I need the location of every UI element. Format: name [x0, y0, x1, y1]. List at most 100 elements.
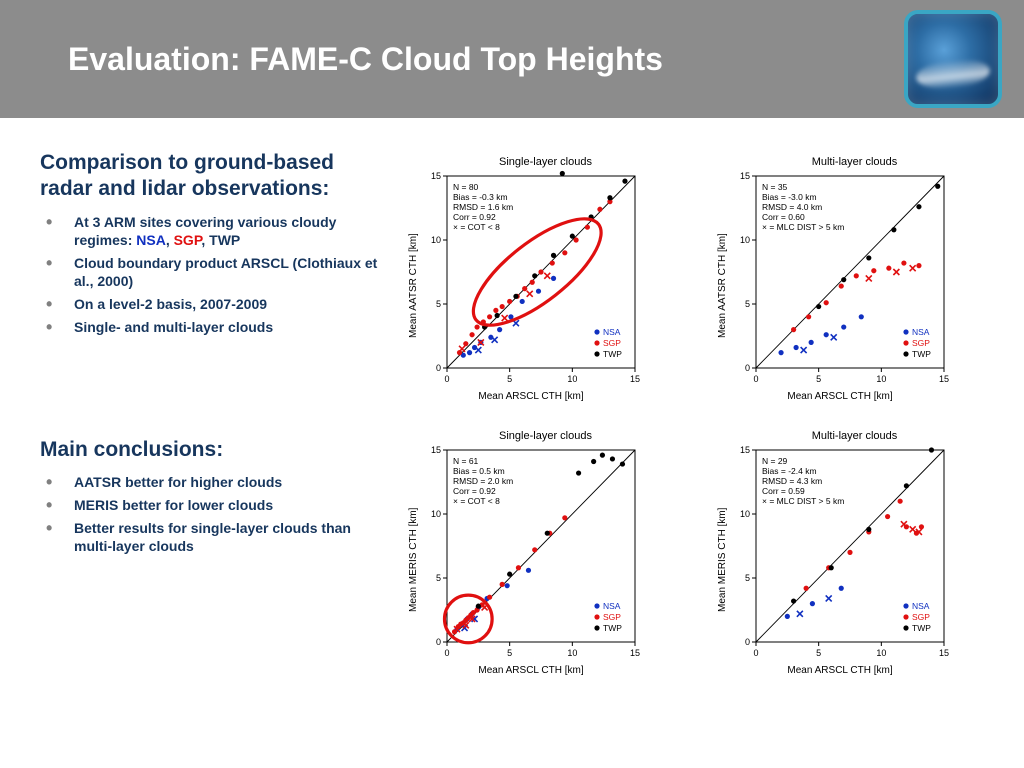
svg-text:0: 0	[745, 637, 750, 647]
svg-text:SGP: SGP	[912, 338, 930, 348]
svg-text:15: 15	[939, 648, 949, 658]
svg-text:0: 0	[436, 363, 441, 373]
svg-text:Corr = 0.59: Corr = 0.59	[762, 486, 805, 496]
svg-text:Bias = -3.0 km: Bias = -3.0 km	[762, 192, 817, 202]
svg-text:15: 15	[630, 648, 640, 658]
svg-text:Bias = -0.3 km: Bias = -0.3 km	[453, 192, 508, 202]
label-sgp: SGP	[174, 232, 202, 248]
svg-text:10: 10	[431, 235, 441, 245]
svg-text:Bias = 0.5 km: Bias = 0.5 km	[453, 466, 505, 476]
svg-text:TWP: TWP	[603, 349, 622, 359]
section2-bullets: AATSR better for higher clouds MERIS bet…	[40, 473, 390, 556]
svg-text:RMSD = 4.0 km: RMSD = 4.0 km	[762, 202, 822, 212]
svg-text:RMSD = 2.0 km: RMSD = 2.0 km	[453, 476, 513, 486]
svg-text:5: 5	[816, 648, 821, 658]
svg-text:10: 10	[567, 374, 577, 384]
svg-text:0: 0	[444, 648, 449, 658]
section1-bullets: At 3 ARM sites covering various cloudy r…	[40, 213, 390, 337]
svg-text:5: 5	[745, 573, 750, 583]
svg-text:NSA: NSA	[912, 601, 930, 611]
scatter-panel: Single-layer clouds Mean AATSR CTH [km] …	[406, 156, 685, 402]
y-axis-label: Mean MERIS CTH [km]	[715, 444, 730, 676]
svg-text:10: 10	[431, 509, 441, 519]
svg-text:5: 5	[436, 573, 441, 583]
svg-text:10: 10	[567, 648, 577, 658]
svg-text:SGP: SGP	[912, 612, 930, 622]
bullet: MERIS better for lower clouds	[40, 496, 390, 514]
svg-text:15: 15	[740, 171, 750, 181]
x-axis-label: Mean ARSCL CTH [km]	[421, 665, 641, 676]
svg-text:× = COT < 8: × = COT < 8	[453, 222, 500, 232]
svg-text:RMSD = 1.6 km: RMSD = 1.6 km	[453, 202, 513, 212]
svg-text:0: 0	[444, 374, 449, 384]
svg-text:NSA: NSA	[603, 601, 621, 611]
svg-text:N = 80: N = 80	[453, 182, 479, 192]
bullet: AATSR better for higher clouds	[40, 473, 390, 491]
svg-text:Corr = 0.92: Corr = 0.92	[453, 486, 496, 496]
svg-text:TWP: TWP	[603, 623, 622, 633]
bullet: Single- and multi-layer clouds	[40, 318, 390, 336]
label-nsa: NSA	[136, 232, 166, 248]
header-bar: Evaluation: FAME-C Cloud Top Heights	[0, 0, 1024, 118]
y-axis-label: Mean MERIS CTH [km]	[406, 444, 421, 676]
svg-text:N = 29: N = 29	[762, 456, 788, 466]
panel-title: Single-layer clouds	[406, 430, 685, 442]
svg-text:15: 15	[431, 171, 441, 181]
scatter-panel: Single-layer clouds Mean MERIS CTH [km] …	[406, 430, 685, 676]
bullet: Cloud boundary product ARSCL (Clothiaux …	[40, 254, 390, 290]
scatter-panel: Multi-layer clouds Mean AATSR CTH [km] 0…	[715, 156, 994, 402]
earth-logo-icon	[904, 10, 1002, 108]
y-axis-label: Mean AATSR CTH [km]	[715, 170, 730, 402]
svg-text:Corr = 0.92: Corr = 0.92	[453, 212, 496, 222]
bullet: On a level-2 basis, 2007-2009	[40, 295, 390, 313]
bullet: Better results for single-layer clouds t…	[40, 519, 390, 555]
section2-heading: Main conclusions:	[40, 437, 390, 463]
plot-grid: Single-layer clouds Mean AATSR CTH [km] …	[406, 150, 1004, 676]
svg-text:× = MLC DIST > 5 km: × = MLC DIST > 5 km	[762, 496, 844, 506]
svg-text:× = COT < 8: × = COT < 8	[453, 496, 500, 506]
svg-text:0: 0	[753, 648, 758, 658]
x-axis-label: Mean ARSCL CTH [km]	[730, 665, 950, 676]
svg-text:15: 15	[740, 445, 750, 455]
x-axis-label: Mean ARSCL CTH [km]	[730, 391, 950, 402]
y-axis-label: Mean AATSR CTH [km]	[406, 170, 421, 402]
svg-text:NSA: NSA	[912, 327, 930, 337]
svg-text:SGP: SGP	[603, 338, 621, 348]
label-twp: TWP	[209, 232, 240, 248]
svg-text:10: 10	[876, 374, 886, 384]
svg-text:TWP: TWP	[912, 349, 931, 359]
left-column: Comparison to ground-based radar and lid…	[40, 150, 390, 676]
page-title: Evaluation: FAME-C Cloud Top Heights	[68, 39, 663, 79]
section1-heading: Comparison to ground-based radar and lid…	[40, 150, 390, 203]
svg-text:5: 5	[816, 374, 821, 384]
svg-text:Corr = 0.60: Corr = 0.60	[762, 212, 805, 222]
svg-text:5: 5	[436, 299, 441, 309]
svg-text:5: 5	[507, 648, 512, 658]
svg-text:RMSD = 4.3 km: RMSD = 4.3 km	[762, 476, 822, 486]
svg-text:Bias = -2.4 km: Bias = -2.4 km	[762, 466, 817, 476]
svg-text:5: 5	[507, 374, 512, 384]
bullet-sites: At 3 ARM sites covering various cloudy r…	[40, 213, 390, 249]
svg-text:× = MLC DIST > 5 km: × = MLC DIST > 5 km	[762, 222, 844, 232]
svg-text:TWP: TWP	[912, 623, 931, 633]
svg-text:0: 0	[753, 374, 758, 384]
bullet-sites-pre: At 3 ARM sites covering various cloudy r…	[74, 214, 336, 248]
svg-text:SGP: SGP	[603, 612, 621, 622]
x-axis-label: Mean ARSCL CTH [km]	[421, 391, 641, 402]
panel-title: Single-layer clouds	[406, 156, 685, 168]
panel-title: Multi-layer clouds	[715, 156, 994, 168]
svg-text:15: 15	[431, 445, 441, 455]
scatter-panel: Multi-layer clouds Mean MERIS CTH [km] 0…	[715, 430, 994, 676]
svg-text:10: 10	[740, 509, 750, 519]
svg-text:N = 35: N = 35	[762, 182, 788, 192]
svg-text:NSA: NSA	[603, 327, 621, 337]
svg-text:10: 10	[876, 648, 886, 658]
svg-text:10: 10	[740, 235, 750, 245]
svg-text:0: 0	[436, 637, 441, 647]
svg-text:N = 61: N = 61	[453, 456, 479, 466]
svg-text:0: 0	[745, 363, 750, 373]
panel-title: Multi-layer clouds	[715, 430, 994, 442]
svg-text:15: 15	[939, 374, 949, 384]
svg-text:5: 5	[745, 299, 750, 309]
content-area: Comparison to ground-based radar and lid…	[0, 118, 1024, 676]
